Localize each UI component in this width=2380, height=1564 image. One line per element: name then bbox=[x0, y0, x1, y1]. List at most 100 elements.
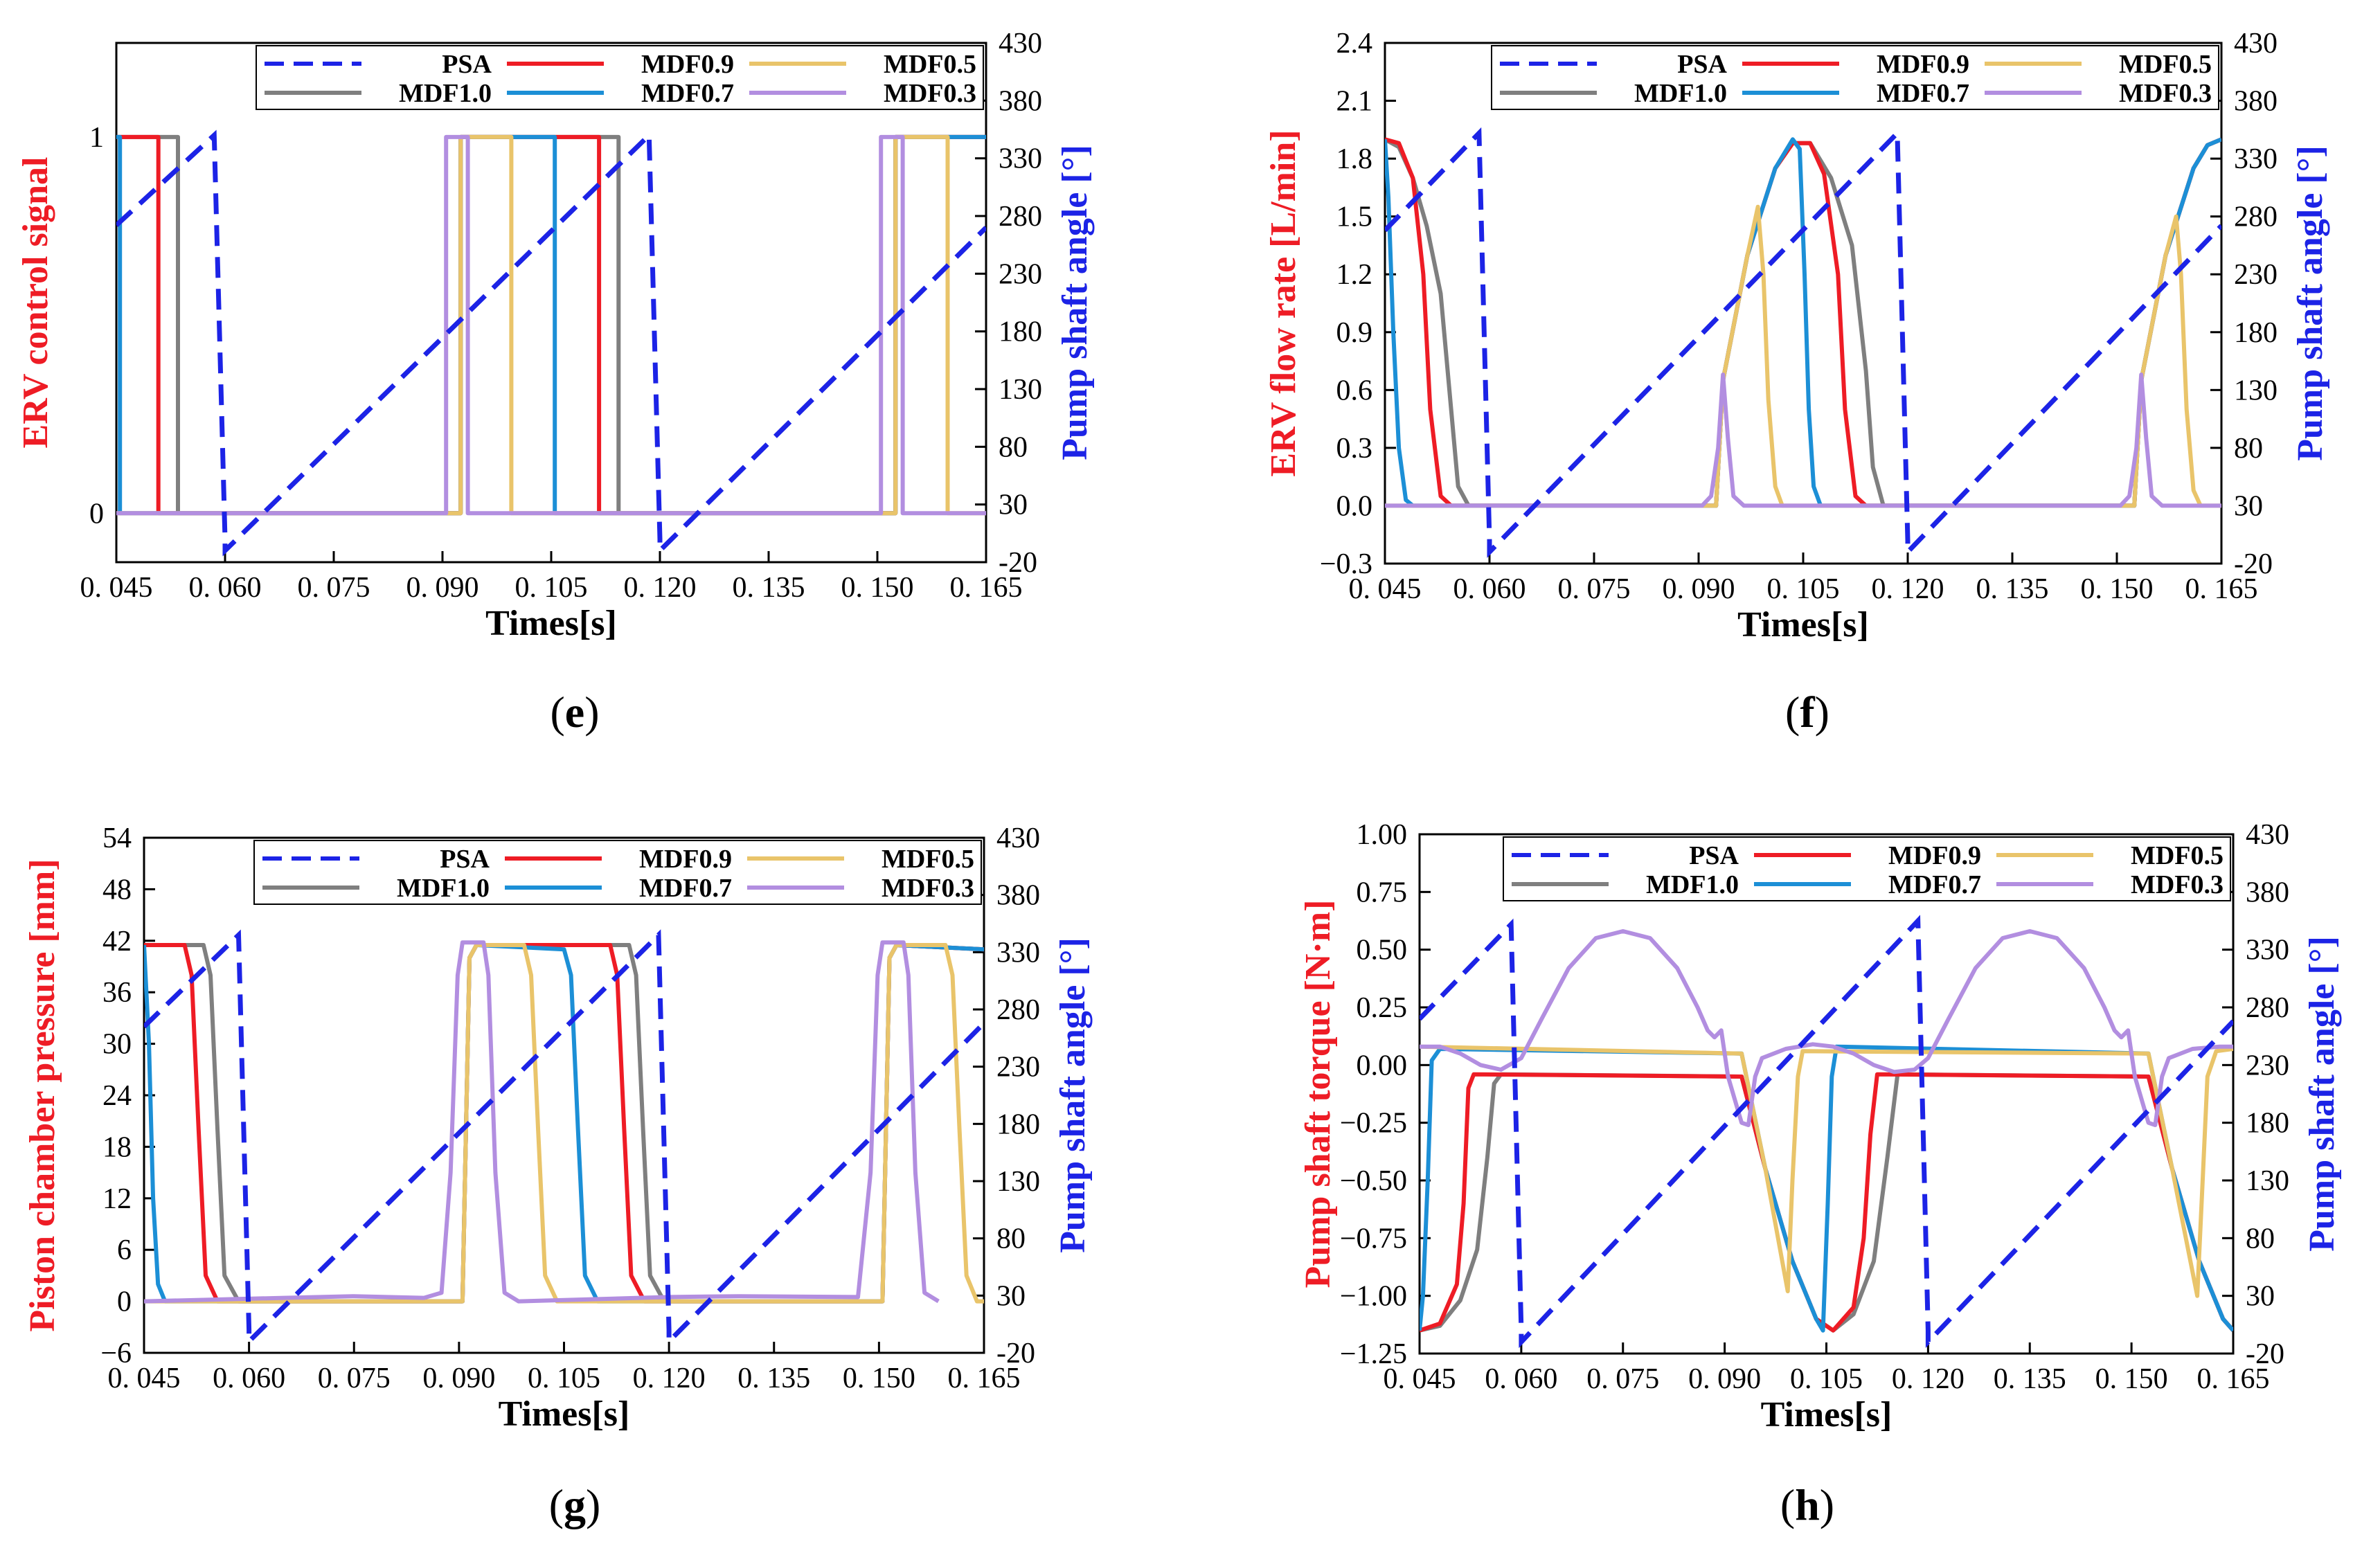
caption-letter: f bbox=[1800, 687, 1815, 737]
y-tick-label: 0 bbox=[117, 1286, 132, 1318]
y2-tick-label: 30 bbox=[2246, 1281, 2275, 1313]
x-tick-label: 0. 090 bbox=[422, 1363, 495, 1394]
caption-paren: ) bbox=[1815, 687, 1829, 737]
x-tick-label: 0. 150 bbox=[2095, 1363, 2168, 1395]
series-line-mdf0-3 bbox=[1420, 929, 2233, 1127]
y-axis-title: ERV flow rate [L/min] bbox=[1264, 129, 1303, 476]
y2-tick-label: 180 bbox=[2234, 317, 2278, 349]
y2-tick-label: -20 bbox=[996, 1338, 1035, 1369]
legend-label: MDF0.9 bbox=[641, 50, 734, 79]
series-line-mdf0-3 bbox=[116, 134, 986, 516]
series-group bbox=[116, 129, 986, 557]
legend-label: MDF1.0 bbox=[399, 79, 492, 108]
caption-paren: ( bbox=[1785, 687, 1800, 737]
x-tick-label: 0. 135 bbox=[737, 1363, 810, 1394]
y2-tick-label: 380 bbox=[996, 880, 1040, 912]
series-line-mdf1-0 bbox=[144, 943, 984, 1304]
legend-label: MDF0.7 bbox=[639, 874, 732, 903]
x-axis-title: Times[s] bbox=[499, 1394, 630, 1434]
caption-paren: ) bbox=[586, 1480, 600, 1529]
y2-tick-label: 130 bbox=[996, 1166, 1040, 1198]
legend-box bbox=[1503, 836, 2231, 901]
y2-axis-title: Pump shaft angle [°] bbox=[1053, 937, 1093, 1253]
caption-paren: ) bbox=[584, 687, 599, 737]
x-tick-label: 0. 075 bbox=[1586, 1363, 1659, 1395]
y2-tick-label: -20 bbox=[2246, 1338, 2284, 1370]
chart-panel-h: 0. 045 0. 060 0. 075 0. 090 0. 105 0. 120 0. 1… bbox=[1298, 819, 2342, 1529]
x-tick-label: 0. 090 bbox=[406, 572, 479, 604]
x-tick-label: 0. 060 bbox=[1453, 573, 1526, 605]
chart-panel-e: 0. 045 0. 060 0. 075 0. 090 0. 105 0. 120 0. 1… bbox=[16, 28, 1095, 737]
y2-tick-label: 230 bbox=[2234, 259, 2278, 291]
caption-paren: ) bbox=[1820, 1480, 1834, 1529]
y2-tick-label: -20 bbox=[999, 547, 1037, 579]
legend-label: MDF0.5 bbox=[2131, 841, 2224, 870]
y2-tick-label: 430 bbox=[999, 28, 1042, 60]
y2-tick-label: 330 bbox=[2234, 143, 2278, 175]
x-tick-label: 0. 105 bbox=[1767, 573, 1840, 605]
caption-paren: ( bbox=[550, 687, 564, 737]
series-line-mdf0-7 bbox=[1420, 1044, 2233, 1333]
y-tick-label: 48 bbox=[102, 874, 132, 906]
x-tick-label: 0. 120 bbox=[1892, 1363, 1965, 1395]
y-tick-label: −1.00 bbox=[1340, 1281, 1407, 1313]
caption-paren: ( bbox=[549, 1480, 564, 1529]
caption-letter: h bbox=[1795, 1480, 1820, 1529]
y-tick-label: 12 bbox=[102, 1183, 132, 1215]
y2-axis-title: Pump shaft angle [°] bbox=[2302, 936, 2342, 1252]
x-tick-label: 0. 165 bbox=[2185, 573, 2258, 605]
series-line-mdf0-3 bbox=[144, 940, 940, 1304]
x-tick-label: 0. 105 bbox=[528, 1363, 600, 1394]
y2-tick-label: 380 bbox=[2246, 877, 2289, 908]
y-tick-label: 42 bbox=[102, 926, 132, 958]
legend-label: MDF0.5 bbox=[882, 845, 974, 874]
psa-line bbox=[116, 129, 986, 557]
caption-paren: ( bbox=[1780, 1480, 1795, 1529]
y-tick-label: 18 bbox=[102, 1131, 132, 1163]
legend-label: MDF1.0 bbox=[1634, 79, 1727, 108]
y2-tick-label: 130 bbox=[2234, 375, 2278, 406]
legend-label: MDF0.9 bbox=[1888, 841, 1981, 870]
x-tick-label: 0. 105 bbox=[515, 572, 588, 604]
y2-axis-title: Pump shaft angle [°] bbox=[2291, 145, 2330, 461]
y-axis-title: Pump shaft torque [N·m] bbox=[1298, 900, 1338, 1288]
y2-tick-label: 80 bbox=[2234, 433, 2263, 465]
legend-label: MDF0.7 bbox=[1877, 79, 1969, 108]
panel-caption: (f) bbox=[1785, 687, 1829, 737]
y-tick-label: 30 bbox=[102, 1029, 132, 1061]
x-axis-title: Times[s] bbox=[1737, 605, 1869, 645]
y-tick-label: 1 bbox=[89, 122, 104, 154]
x-tick-label: 0. 150 bbox=[841, 572, 914, 604]
plot-frame bbox=[143, 836, 985, 1354]
series-group bbox=[1385, 127, 2221, 558]
legend: PSA MDF0.9 MDF0.5 MDF1.0 MDF0.7 MDF0.3 bbox=[256, 45, 984, 110]
plot-frame bbox=[115, 42, 987, 564]
series-line-mdf1-0 bbox=[116, 134, 986, 516]
series-group bbox=[1420, 915, 2233, 1349]
x-tick-label: 0. 120 bbox=[633, 1363, 706, 1394]
y2-tick-label: 180 bbox=[999, 316, 1042, 348]
y2-tick-label: 280 bbox=[999, 201, 1042, 233]
legend-box bbox=[1491, 45, 2219, 110]
legend-label: MDF0.5 bbox=[884, 50, 976, 79]
legend-label: PSA bbox=[442, 50, 492, 79]
psa-line bbox=[1420, 915, 2233, 1349]
y-tick-label: 1.2 bbox=[1336, 259, 1373, 291]
legend-box bbox=[253, 840, 982, 905]
series-line-mdf0-9 bbox=[144, 943, 984, 1304]
x-tick-label: 0. 165 bbox=[2197, 1363, 2270, 1395]
series-line-mdf0-7 bbox=[116, 134, 986, 516]
legend-label: MDF0.9 bbox=[639, 845, 732, 874]
y2-tick-label: 30 bbox=[999, 489, 1028, 521]
x-tick-label: 0. 165 bbox=[950, 572, 1023, 604]
y2-tick-label: 430 bbox=[2246, 819, 2289, 851]
x-tick-label: 0. 045 bbox=[80, 572, 153, 604]
x-tick-label: 0. 135 bbox=[1976, 573, 2049, 605]
y-tick-label: 0.9 bbox=[1336, 317, 1373, 349]
y-tick-label: 1.8 bbox=[1336, 143, 1373, 175]
x-tick-label: 0. 135 bbox=[1994, 1363, 2066, 1395]
legend-label: PSA bbox=[1689, 841, 1739, 870]
series-line-mdf0-5 bbox=[144, 943, 984, 1304]
caption-letter: g bbox=[564, 1480, 586, 1529]
